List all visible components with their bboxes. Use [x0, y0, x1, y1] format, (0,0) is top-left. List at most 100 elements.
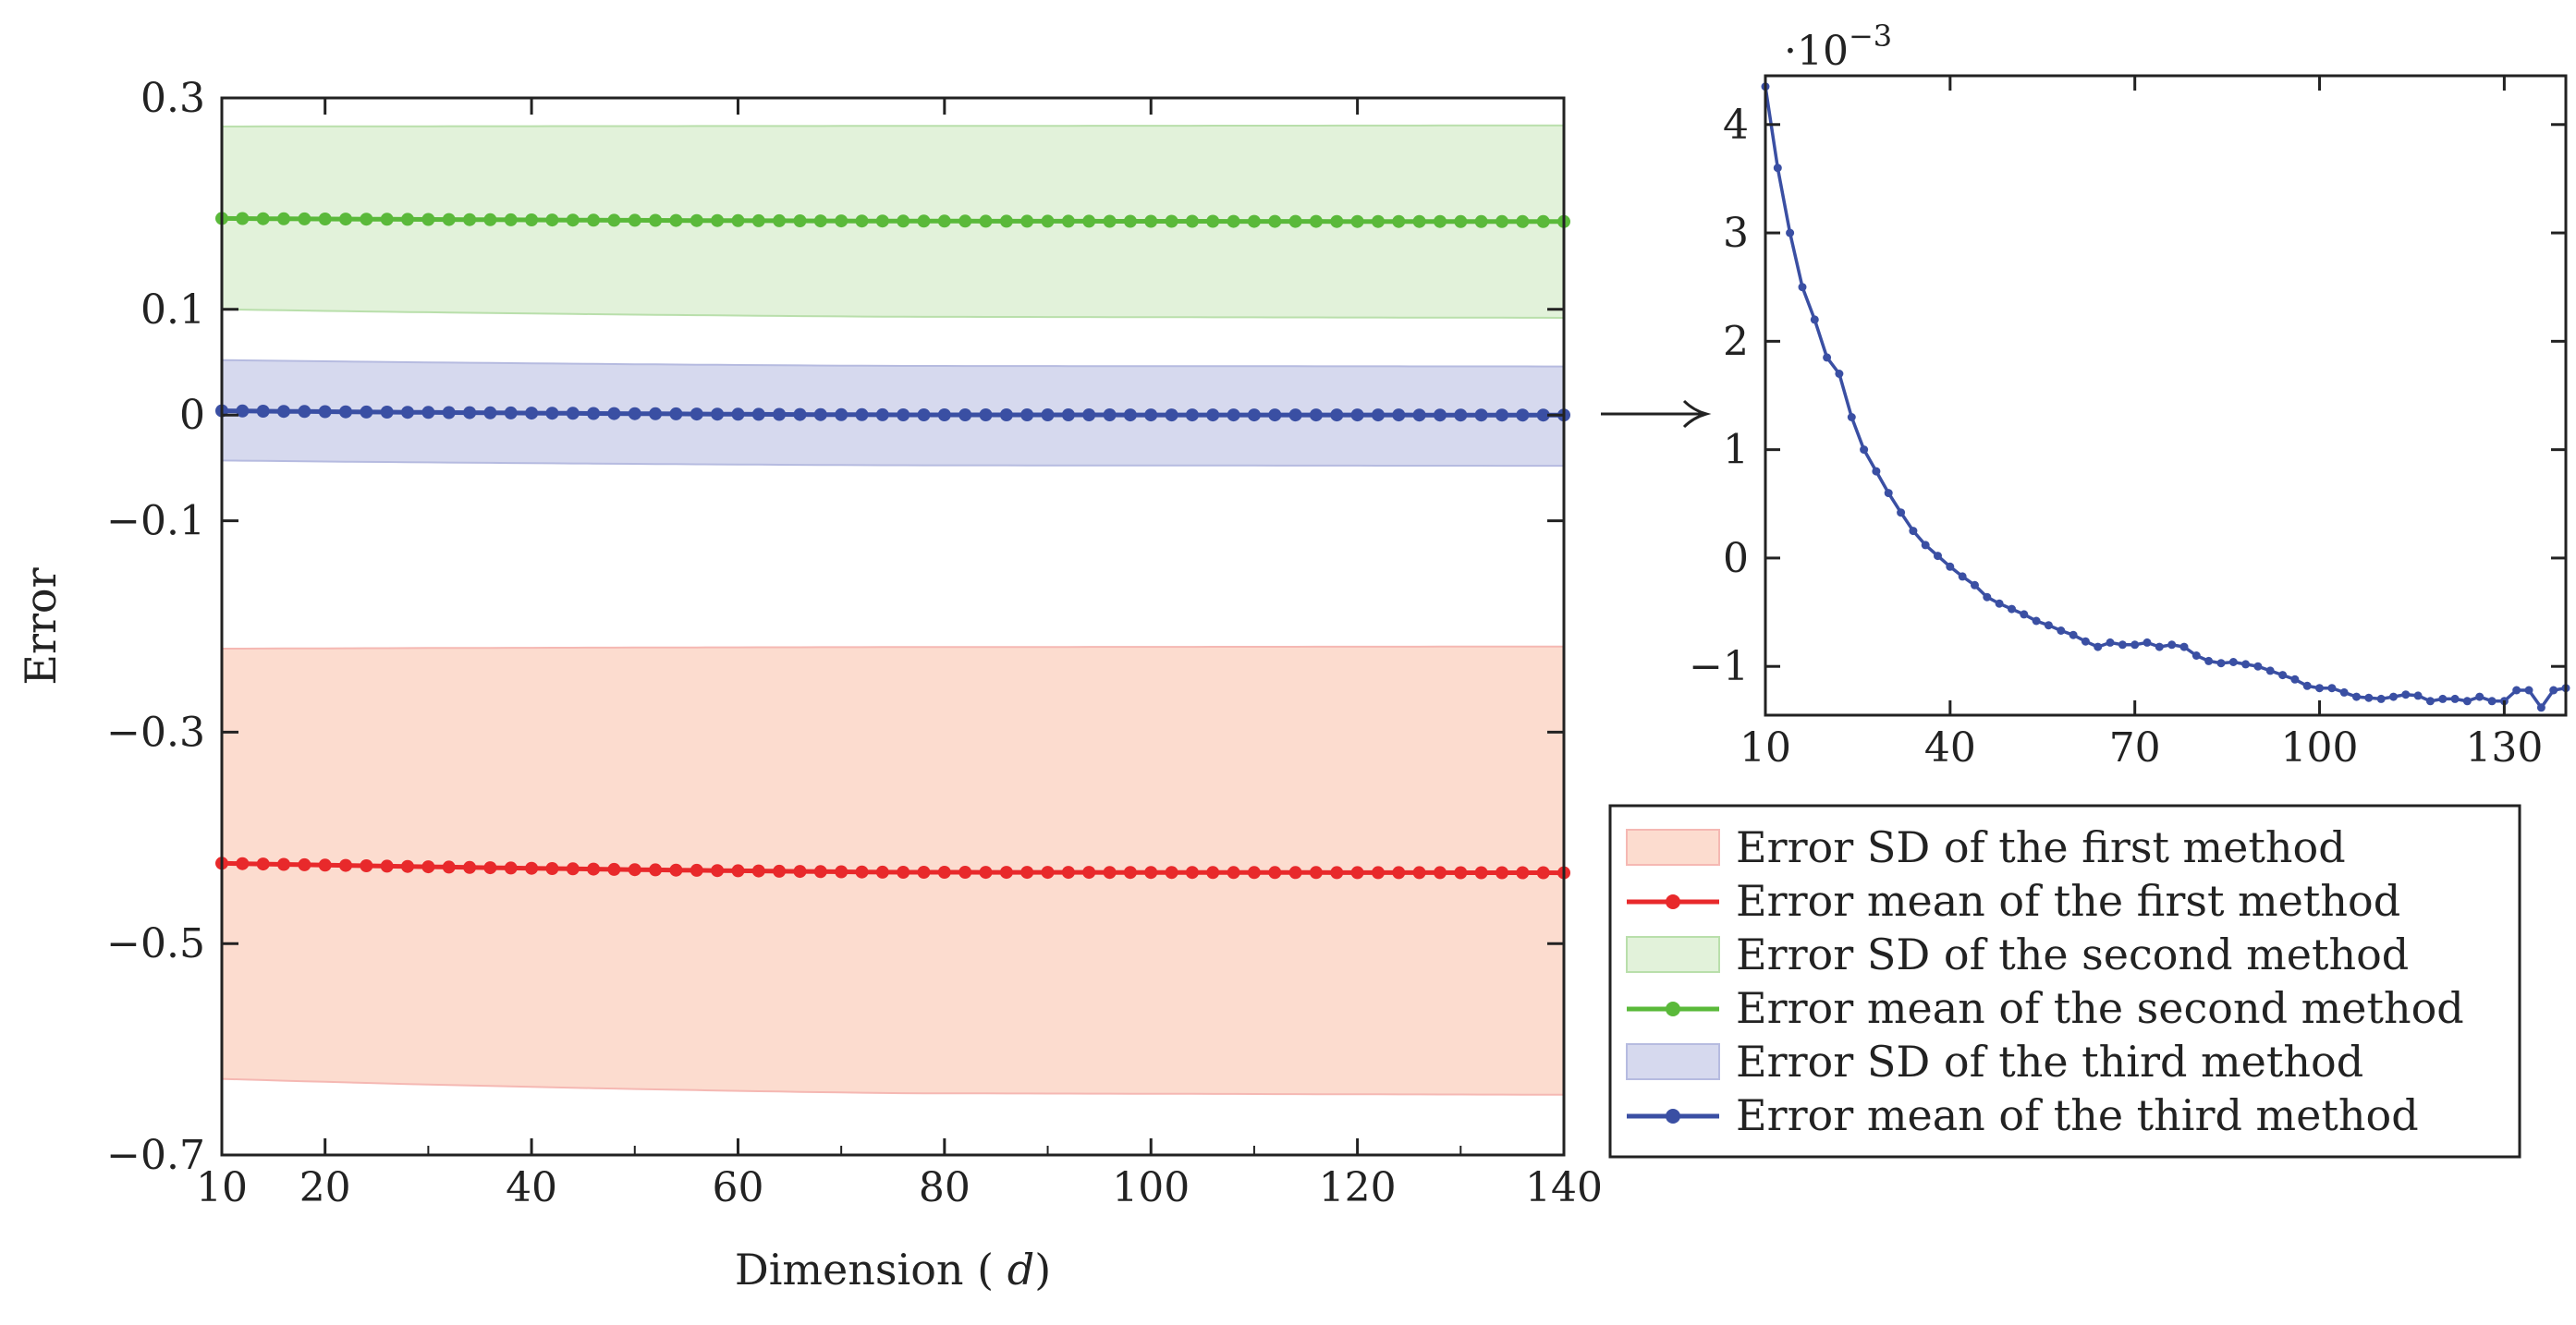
mean-point-third [380, 406, 394, 419]
mean-point-third [236, 404, 250, 418]
inset-mean-point [2008, 604, 2016, 614]
mean-point-first [1536, 866, 1550, 880]
mean-point-third [1288, 408, 1302, 422]
inset-mean-point [2376, 694, 2386, 703]
mean-point-second [751, 213, 765, 227]
mean-point-second [545, 213, 559, 227]
mean-point-third [1020, 408, 1034, 421]
inset-mean-point [2032, 616, 2041, 626]
mean-point-first [483, 861, 497, 875]
mean-point-second [917, 214, 931, 228]
mean-point-second [1496, 214, 1508, 228]
inset-mean-point [2241, 660, 2251, 669]
mean-point-second [1206, 214, 1220, 228]
inset-mean-point [1884, 489, 1893, 498]
mean-point-first [298, 857, 311, 871]
main-axis-ticks: 10 20 40 60 80 100 120 140 0.3 0.1 0 −0.1 −0.3 −0.5 −0… [106, 75, 1603, 1211]
mean-point-third [1516, 408, 1530, 422]
mean-point-second [875, 214, 889, 228]
inset-mean-point [2204, 656, 2214, 665]
inset-mean-point [2106, 638, 2115, 647]
mean-point-second [298, 212, 311, 225]
inset-mean-point [1847, 413, 1856, 421]
mean-point-second [773, 213, 787, 227]
mean-point-third [711, 407, 725, 421]
mean-point-first [1516, 866, 1530, 880]
mean-point-third [1041, 408, 1055, 421]
inset-y-tick-label: 3 [1723, 210, 1749, 257]
mean-point-first [1268, 866, 1282, 880]
mean-point-second [835, 214, 848, 228]
mean-point-first [566, 862, 580, 876]
inset-mean-point [1958, 572, 1967, 581]
inset-x-tick-label: 10 [1740, 724, 1791, 772]
mean-point-third [421, 406, 435, 419]
mean-point-third [1165, 408, 1178, 422]
y-tick-label: 0.3 [140, 75, 205, 122]
mean-point-second [711, 213, 725, 227]
mean-point-second [690, 213, 703, 227]
mean-point-second [339, 213, 352, 226]
inset-mean-point [2069, 630, 2078, 639]
mean-point-second [731, 213, 745, 227]
mean-point-third [999, 408, 1013, 421]
mean-point-first [525, 861, 539, 875]
inset-mean-point [1995, 599, 2004, 608]
inset-mean-point [2487, 697, 2497, 706]
inset-mean-point [2228, 658, 2238, 666]
inset-mean-point [2094, 642, 2103, 651]
mean-point-first [875, 865, 889, 879]
mean-point-second [1227, 214, 1240, 228]
mean-point-third [897, 408, 910, 421]
mean-point-first [1247, 866, 1261, 880]
mean-point-third [917, 408, 931, 421]
inset-x-tick-label: 70 [2109, 724, 2161, 772]
mean-point-second [463, 213, 477, 226]
mean-point-second [442, 213, 456, 226]
legend-swatch-area [1626, 936, 1720, 973]
inset-mean-point [2536, 703, 2545, 712]
mean-point-third [835, 407, 848, 421]
mean-point-first [917, 866, 931, 879]
mean-point-first [711, 864, 725, 878]
inset-mean-point [1946, 562, 1955, 571]
inset-y-tick-label: 0 [1723, 535, 1749, 582]
inset-mean-point [2450, 694, 2460, 703]
inset-mean-point [1897, 508, 1906, 517]
mean-point-second [421, 213, 435, 226]
mean-point-third [360, 405, 373, 419]
mean-point-first [1350, 866, 1364, 880]
legend-box [1608, 804, 2521, 1159]
inset-mean-point [2020, 610, 2029, 619]
mean-point-third [277, 405, 290, 419]
zoom-arrow-head [1682, 399, 1712, 429]
mean-point-third [1061, 408, 1075, 421]
mean-point-first [1496, 866, 1508, 880]
inset-mean-point [1860, 445, 1869, 455]
mean-point-second [525, 213, 539, 226]
mean-point-third [1330, 408, 1344, 422]
main-mean-lines [215, 212, 1570, 880]
inset-mean-point [2290, 675, 2300, 684]
mean-point-third [628, 407, 641, 420]
legend-label: Error SD of the second method [1736, 930, 2409, 979]
mean-point-third [1372, 408, 1385, 422]
mean-point-third [504, 406, 518, 419]
inset-mean-point [2265, 666, 2275, 675]
inset-scale-exponent: −3 [1849, 18, 1892, 54]
x-tick-label: 140 [1525, 1164, 1603, 1211]
mean-point-third [1412, 408, 1426, 422]
inset-mean-point [2179, 642, 2189, 651]
mean-point-third [875, 407, 889, 421]
mean-point-first [1061, 866, 1075, 880]
mean-point-second [1516, 214, 1530, 228]
mean-point-first [1392, 866, 1406, 880]
mean-point-first [1082, 866, 1096, 880]
mean-point-first [628, 863, 641, 877]
mean-point-first [1144, 866, 1158, 880]
inset-mean-point [1921, 541, 1930, 550]
mean-point-first [442, 860, 456, 874]
mean-point-second [1454, 214, 1468, 228]
mean-point-third [483, 406, 497, 419]
